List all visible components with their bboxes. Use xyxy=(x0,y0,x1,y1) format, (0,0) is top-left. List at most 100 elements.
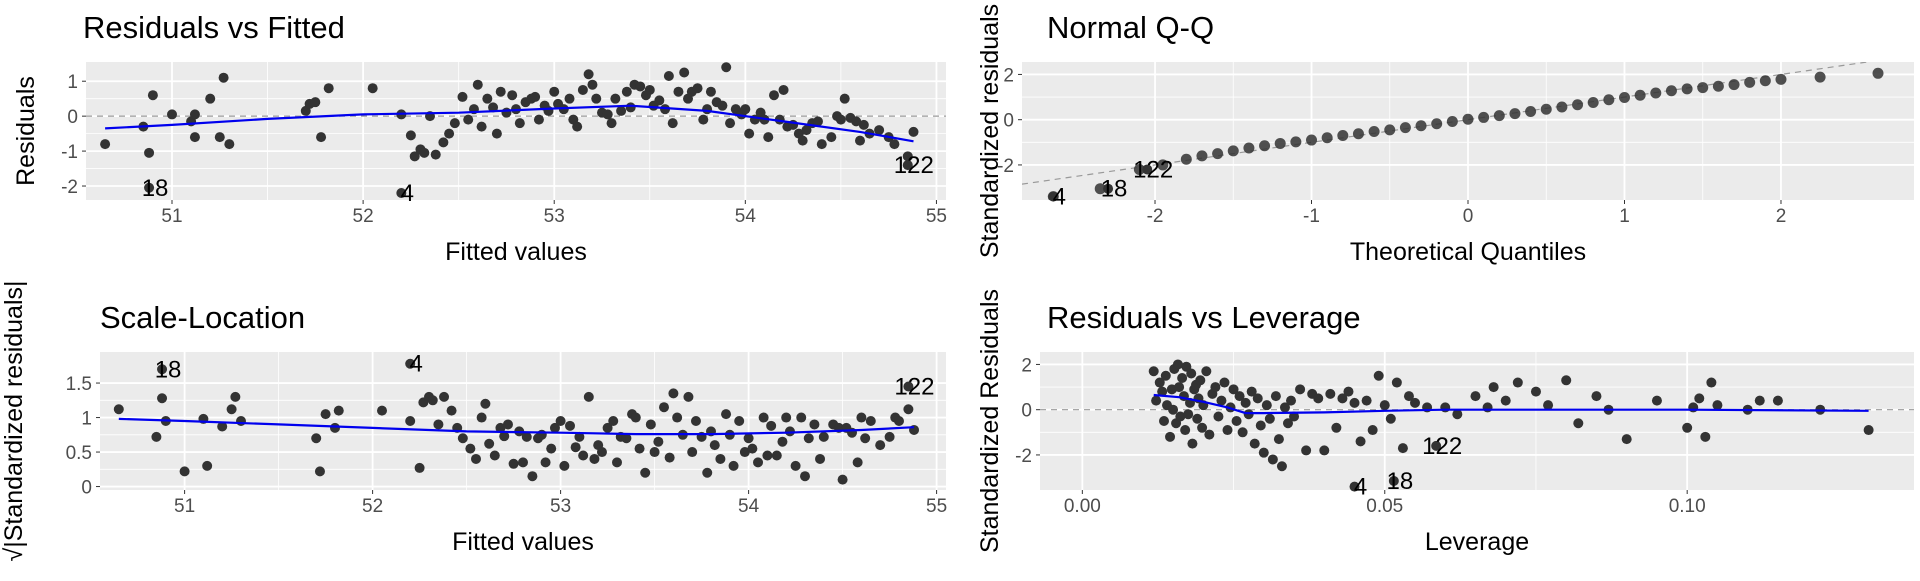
data-point xyxy=(1270,391,1281,402)
data-point xyxy=(837,474,848,485)
data-point xyxy=(507,90,518,101)
data-point xyxy=(214,132,225,143)
data-point xyxy=(1512,377,1523,388)
data-point xyxy=(1754,395,1765,406)
data-point xyxy=(320,409,331,420)
data-point xyxy=(1744,76,1756,88)
data-point xyxy=(839,93,850,104)
data-point xyxy=(715,453,726,464)
data-point xyxy=(465,443,476,454)
data-point xyxy=(812,116,823,127)
data-point xyxy=(1219,377,1230,388)
data-point xyxy=(583,391,594,402)
data-point xyxy=(1452,409,1463,420)
data-point xyxy=(721,409,732,420)
data-point xyxy=(702,467,713,478)
data-point xyxy=(405,130,416,141)
panel-title: Residuals vs Leverage xyxy=(1047,300,1361,335)
outlier-label: 18 xyxy=(155,356,182,383)
data-point xyxy=(673,86,684,97)
data-point xyxy=(1682,422,1693,433)
data-point xyxy=(1525,106,1537,118)
data-point xyxy=(1384,124,1396,136)
outlier-label: 18 xyxy=(142,175,169,202)
data-point xyxy=(167,109,177,120)
data-point xyxy=(495,86,506,97)
data-point xyxy=(179,466,190,477)
panel-title: Scale-Location xyxy=(100,300,305,335)
data-point xyxy=(860,433,871,444)
data-point xyxy=(1246,386,1257,397)
data-point xyxy=(1094,183,1106,195)
data-point xyxy=(1397,443,1408,454)
data-point xyxy=(1133,163,1145,175)
data-point xyxy=(816,139,827,150)
data-point xyxy=(438,137,449,148)
data-point xyxy=(875,440,886,451)
data-point xyxy=(1446,115,1458,127)
x-tick-label: 1 xyxy=(1619,206,1630,227)
data-point xyxy=(217,421,228,432)
data-point xyxy=(762,450,773,461)
data-point xyxy=(230,391,241,402)
data-point xyxy=(753,457,763,468)
data-point xyxy=(1160,370,1171,381)
y-axis-title: Standardized Residuals xyxy=(976,289,1004,553)
data-point xyxy=(1204,429,1215,440)
data-point xyxy=(728,460,739,471)
data-point xyxy=(1775,73,1787,85)
data-point xyxy=(310,97,321,108)
data-point xyxy=(1237,427,1248,438)
data-point xyxy=(855,135,865,146)
plot-area xyxy=(1022,62,1884,200)
data-point xyxy=(1180,425,1191,436)
data-point xyxy=(874,125,885,136)
plot-area xyxy=(1040,359,1914,472)
data-point xyxy=(533,114,544,125)
data-point xyxy=(1361,395,1372,406)
data-point xyxy=(1470,391,1481,402)
data-point xyxy=(527,471,538,482)
data-point xyxy=(743,433,754,444)
data-point xyxy=(555,416,566,426)
data-point xyxy=(1243,142,1255,154)
data-point xyxy=(672,412,683,423)
data-point xyxy=(740,104,751,115)
data-point xyxy=(771,450,782,461)
data-point xyxy=(1621,434,1632,445)
data-point xyxy=(1290,136,1302,148)
data-point xyxy=(1228,384,1239,395)
data-point xyxy=(1712,80,1724,92)
outlier-point xyxy=(1431,440,1442,451)
data-point xyxy=(514,118,525,129)
outlier-point xyxy=(1103,183,1114,194)
data-point xyxy=(100,139,111,150)
data-point xyxy=(405,416,416,426)
data-point xyxy=(889,139,900,150)
data-point xyxy=(801,125,812,136)
outlier-label: 4 xyxy=(401,180,414,207)
data-point xyxy=(1306,134,1318,146)
panel-1: 51 52 53 54 55 -2 -1 0 1 4 18 122 Residuals vs Fitte… xyxy=(12,10,947,266)
data-point xyxy=(333,405,344,416)
data-point xyxy=(858,119,869,130)
x-tick-label: 55 xyxy=(926,496,947,517)
data-point xyxy=(1440,402,1451,413)
data-point xyxy=(1325,388,1336,399)
data-point xyxy=(583,69,594,80)
outlier-label: 122 xyxy=(1422,433,1462,460)
plot-area xyxy=(86,62,946,162)
y-tick-label: -1 xyxy=(61,142,78,163)
outlier-point xyxy=(396,188,407,199)
data-point xyxy=(644,84,655,95)
outlier-label: 122 xyxy=(894,374,934,401)
outlier-label: 4 xyxy=(1053,184,1066,211)
data-point xyxy=(1488,382,1499,393)
y-tick-label: 0 xyxy=(67,107,78,128)
data-point xyxy=(717,100,728,111)
data-point xyxy=(414,462,425,473)
data-point xyxy=(1234,391,1245,402)
data-point xyxy=(1183,409,1194,420)
